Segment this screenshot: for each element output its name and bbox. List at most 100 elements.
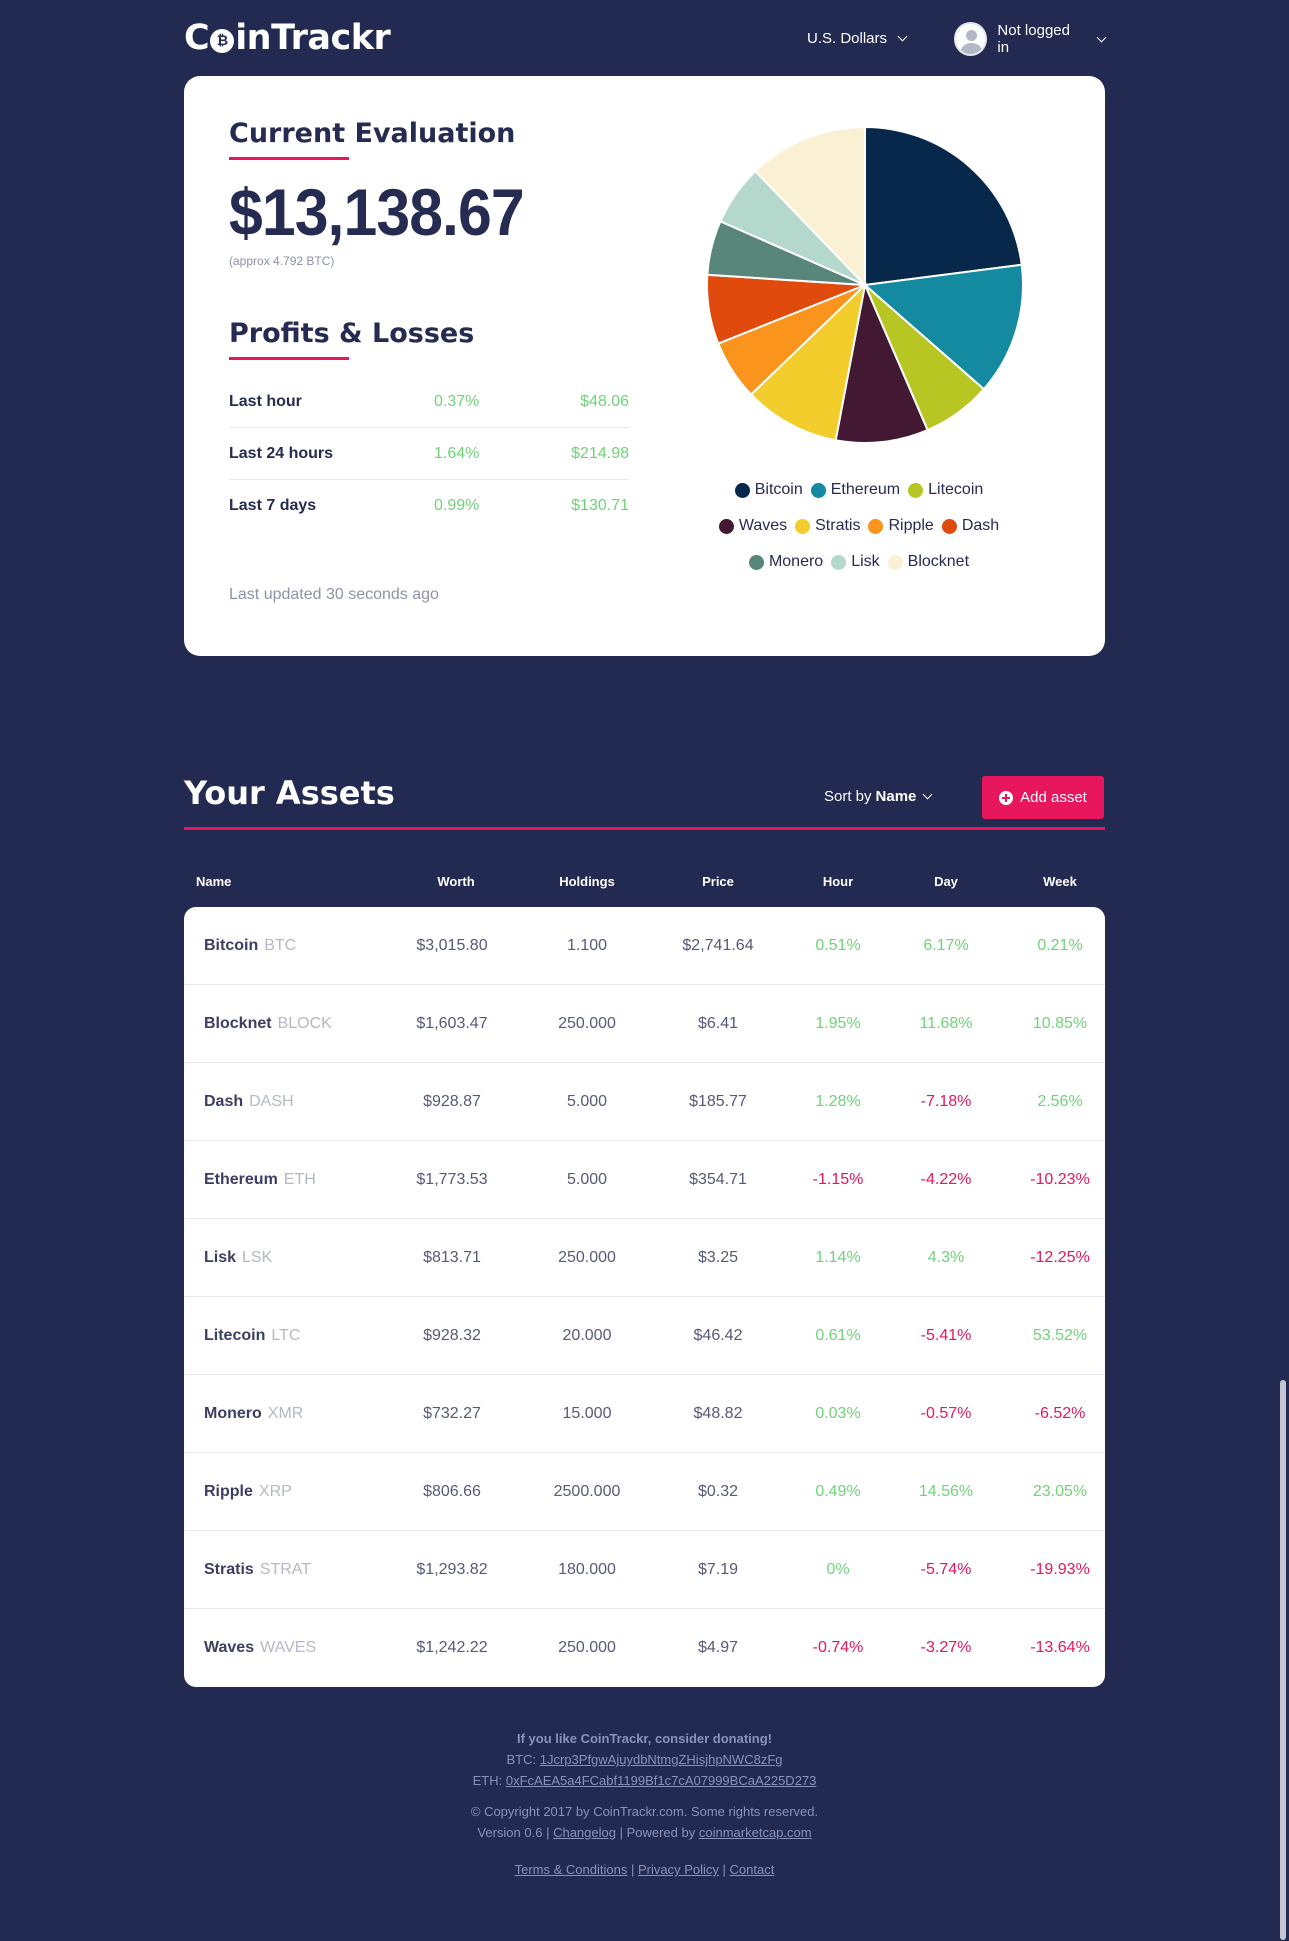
- table-row[interactable]: Dash DASH $928.87 5.000 $185.77 1.28% -7.18% 2.…: [184, 1063, 1105, 1141]
- asset-week: 0.21%: [1037, 937, 1083, 954]
- table-row[interactable]: Blocknet BLOCK $1,603.47 250.000 $6.41 1.95% 1…: [184, 985, 1105, 1063]
- table-row[interactable]: Waves WAVES $1,242.22 250.000 $4.97 -0.74% -3.…: [184, 1609, 1105, 1687]
- asset-worth: $1,293.82: [416, 1561, 488, 1578]
- asset-holdings: 5.000: [566, 1093, 608, 1110]
- user-menu[interactable]: Not logged in: [954, 22, 1107, 56]
- contact-link[interactable]: Contact: [729, 1862, 775, 1877]
- pie-slice-ethereum[interactable]: [862, 263, 1024, 391]
- legend-item-monero[interactable]: Monero: [748, 553, 823, 571]
- asset-name-text: Litecoin: [204, 1327, 266, 1344]
- asset-name-text: Blocknet: [204, 1015, 272, 1032]
- table-row[interactable]: Ethereum ETH $1,773.53 5.000 $354.71 -1.15% -4…: [184, 1141, 1105, 1219]
- asset-name: Litecoin LTC: [204, 1327, 300, 1345]
- asset-name-text: Ethereum: [204, 1171, 278, 1188]
- table-row[interactable]: Ripple XRP $806.66 2500.000 $0.32 0.49% 14.56%…: [184, 1453, 1105, 1531]
- legend-item-ripple[interactable]: Ripple: [868, 517, 934, 535]
- column-header-worth[interactable]: Worth: [437, 874, 475, 889]
- asset-holdings: 180.000: [558, 1561, 616, 1578]
- column-header-week[interactable]: Week: [1043, 874, 1077, 889]
- column-header-name[interactable]: Name: [196, 874, 232, 889]
- legend-item-litecoin[interactable]: Litecoin: [908, 481, 983, 499]
- privacy-link[interactable]: Privacy Policy: [637, 1862, 719, 1877]
- asset-hour: 0.61%: [815, 1327, 861, 1344]
- asset-day: -5.41%: [920, 1327, 972, 1344]
- eth-address-link[interactable]: 0xFcAEA5a4FCabf1199Bf1c7cA07999BCaA225D2…: [505, 1773, 817, 1788]
- asset-price: $46.42: [693, 1327, 743, 1344]
- pie-slice-stratis[interactable]: [749, 282, 867, 442]
- pie-slice-waves[interactable]: [834, 281, 929, 444]
- legend-swatch: [734, 482, 750, 498]
- table-row[interactable]: Litecoin LTC $928.32 20.000 $46.42 0.61% -5.41…: [184, 1297, 1105, 1375]
- scrollbar[interactable]: [1280, 1380, 1286, 1940]
- asset-name-text: Ripple: [204, 1483, 253, 1500]
- asset-hour: 0.49%: [815, 1483, 861, 1500]
- period-percent: 1.64%: [434, 444, 480, 462]
- add-asset-button[interactable]: Add asset: [982, 776, 1104, 819]
- pie-slice-blocknet[interactable]: [753, 125, 866, 288]
- asset-name: Bitcoin BTC: [204, 937, 296, 955]
- avatar: [954, 22, 988, 56]
- profit-row: Last hour 0.37% $48.06: [229, 376, 629, 428]
- asset-symbol: LSK: [242, 1249, 273, 1266]
- eth-label: ETH:: [472, 1773, 503, 1788]
- asset-symbol: XRP: [258, 1483, 292, 1500]
- currency-dropdown[interactable]: U.S. Dollars: [807, 30, 908, 47]
- legend-row: Monero Lisk Blocknet: [674, 544, 1044, 580]
- pie-legend: Bitcoin Ethereum Litecoin Waves Stratis Rippl…: [674, 472, 1044, 580]
- period-label: Last hour: [229, 392, 302, 410]
- changelog-link[interactable]: Changelog: [553, 1825, 616, 1840]
- asset-week: -6.52%: [1034, 1405, 1086, 1422]
- legal-links: Terms & Conditions | Privacy Policy | Co…: [184, 1859, 1105, 1880]
- legend-swatch: [831, 554, 847, 570]
- legend-item-dash[interactable]: Dash: [941, 517, 999, 535]
- asset-day: 11.68%: [919, 1015, 973, 1032]
- legend-item-lisk[interactable]: Lisk: [831, 553, 880, 571]
- version-line: Version 0.6 | Changelog | Powered by coi…: [184, 1822, 1105, 1843]
- pie-slice-bitcoin[interactable]: [864, 125, 1023, 287]
- asset-symbol: STRAT: [259, 1561, 312, 1578]
- link-separator: |: [630, 1862, 635, 1877]
- bitcoin-coin-icon: ₿: [210, 29, 235, 53]
- table-row[interactable]: Lisk LSK $813.71 250.000 $3.25 1.14% 4.3% -12.2…: [184, 1219, 1105, 1297]
- column-header-day[interactable]: Day: [934, 874, 958, 889]
- legend-item-blocknet[interactable]: Blocknet: [887, 553, 969, 571]
- legend-item-stratis[interactable]: Stratis: [795, 517, 860, 535]
- btc-address-link[interactable]: 1Jcrp3PfgwAjuydbNtmgZHisjhpNWC8zFg: [539, 1752, 783, 1767]
- terms-link[interactable]: Terms & Conditions: [514, 1862, 628, 1877]
- btc-donation: BTC: 1Jcrp3PfgwAjuydbNtmgZHisjhpNWC8zFg: [184, 1749, 1105, 1770]
- table-row[interactable]: Monero XMR $732.27 15.000 $48.82 0.03% -0.57% -…: [184, 1375, 1105, 1453]
- sort-dropdown[interactable]: Sort by Name: [824, 788, 933, 805]
- asset-price: $0.32: [697, 1483, 739, 1500]
- assets-title: Your Assets: [184, 774, 395, 812]
- period-label: Last 7 days: [229, 497, 317, 514]
- asset-worth: $928.32: [423, 1327, 481, 1344]
- legend-item-bitcoin[interactable]: Bitcoin: [734, 481, 803, 499]
- eth-donation: ETH: 0xFcAEA5a4FCabf1199Bf1c7cA07999BCaA…: [184, 1770, 1105, 1791]
- powered-text: | Powered by: [619, 1825, 696, 1840]
- asset-symbol: XMR: [267, 1405, 304, 1422]
- asset-holdings: 2500.000: [553, 1483, 621, 1500]
- asset-day: 4.3%: [927, 1249, 965, 1266]
- asset-worth: $1,773.53: [416, 1171, 488, 1188]
- column-header-hour[interactable]: Hour: [822, 874, 854, 889]
- asset-name: Monero XMR: [204, 1405, 303, 1423]
- asset-week: 10.85%: [1032, 1015, 1088, 1032]
- chevron-down-icon: [1096, 32, 1107, 42]
- column-header-holdings[interactable]: Holdings: [559, 874, 615, 889]
- plus-circle-icon: [999, 790, 1014, 805]
- legend-item-ethereum[interactable]: Ethereum: [810, 481, 901, 499]
- legend-item-waves[interactable]: Waves: [718, 517, 787, 535]
- table-row[interactable]: Bitcoin BTC $3,015.80 1.100 $2,741.64 0.51% 6.…: [184, 907, 1105, 985]
- logo[interactable]: C ₿ inTrackr: [184, 18, 391, 58]
- asset-week: -13.64%: [1030, 1639, 1090, 1656]
- table-row[interactable]: Stratis STRAT $1,293.82 180.000 $7.19 0% -5.74…: [184, 1531, 1105, 1609]
- asset-name: Blocknet BLOCK: [204, 1015, 332, 1033]
- legend-label: Ethereum: [830, 481, 901, 498]
- header: C ₿ inTrackr U.S. Dollars Not logged in: [184, 0, 1107, 76]
- asset-worth: $1,242.22: [416, 1639, 488, 1656]
- assets-divider: [184, 827, 1105, 830]
- sort-value: Name: [875, 788, 917, 805]
- asset-day: 6.17%: [923, 937, 969, 954]
- column-header-price[interactable]: Price: [702, 874, 734, 889]
- coinmarketcap-link[interactable]: coinmarketcap.com: [698, 1825, 812, 1840]
